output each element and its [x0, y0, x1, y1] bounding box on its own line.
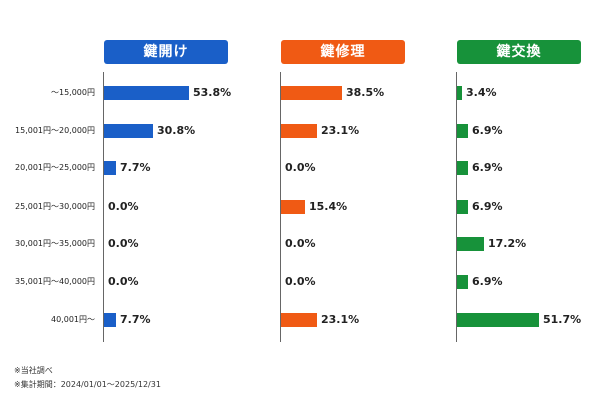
data-label: 15.4%	[309, 200, 348, 213]
data-label: 0.0%	[285, 275, 316, 288]
bar	[457, 275, 468, 289]
data-label: 6.9%	[472, 275, 503, 288]
data-label: 3.4%	[466, 86, 497, 99]
category-label: ～15,000円	[51, 88, 95, 97]
data-label: 23.1%	[321, 313, 360, 326]
bar	[457, 86, 462, 100]
bar	[457, 161, 468, 175]
data-label: 0.0%	[108, 275, 139, 288]
series-title: 鍵修理	[281, 40, 405, 64]
axis-line	[103, 72, 104, 342]
bar	[104, 86, 189, 100]
data-label: 23.1%	[321, 124, 360, 137]
bar	[457, 124, 468, 138]
data-label: 6.9%	[472, 124, 503, 137]
data-label: 53.8%	[193, 86, 232, 99]
category-label: 30,001円～35,000円	[15, 239, 95, 248]
category-label: 25,001円～30,000円	[15, 202, 95, 211]
bar	[457, 313, 539, 327]
data-label: 0.0%	[108, 237, 139, 250]
data-label: 6.9%	[472, 161, 503, 174]
data-label: 38.5%	[346, 86, 385, 99]
axis-line	[280, 72, 281, 342]
category-label: 40,001円～	[51, 315, 95, 324]
bar	[457, 200, 468, 214]
category-label: 35,001円～40,000円	[15, 277, 95, 286]
bar	[457, 237, 484, 251]
axis-line	[456, 72, 457, 342]
bar	[281, 124, 317, 138]
data-label: 0.0%	[108, 200, 139, 213]
data-label: 6.9%	[472, 200, 503, 213]
bar	[104, 313, 116, 327]
bar	[281, 86, 342, 100]
category-label: 20,001円～25,000円	[15, 163, 95, 172]
footnote-period: ※集計期間：2024/01/01～2025/12/31	[14, 380, 161, 389]
data-label: 7.7%	[120, 313, 151, 326]
series-title: 鍵開け	[104, 40, 228, 64]
data-label: 17.2%	[488, 237, 527, 250]
series-title: 鍵交換	[457, 40, 581, 64]
bar	[104, 124, 153, 138]
data-label: 30.8%	[157, 124, 196, 137]
data-label: 7.7%	[120, 161, 151, 174]
category-label: 15,001円～20,000円	[15, 126, 95, 135]
bar	[104, 161, 116, 175]
data-label: 51.7%	[543, 313, 582, 326]
bar	[281, 200, 305, 214]
data-label: 0.0%	[285, 237, 316, 250]
data-label: 0.0%	[285, 161, 316, 174]
footnote-source: ※当社調べ	[14, 366, 53, 375]
bar	[281, 313, 317, 327]
